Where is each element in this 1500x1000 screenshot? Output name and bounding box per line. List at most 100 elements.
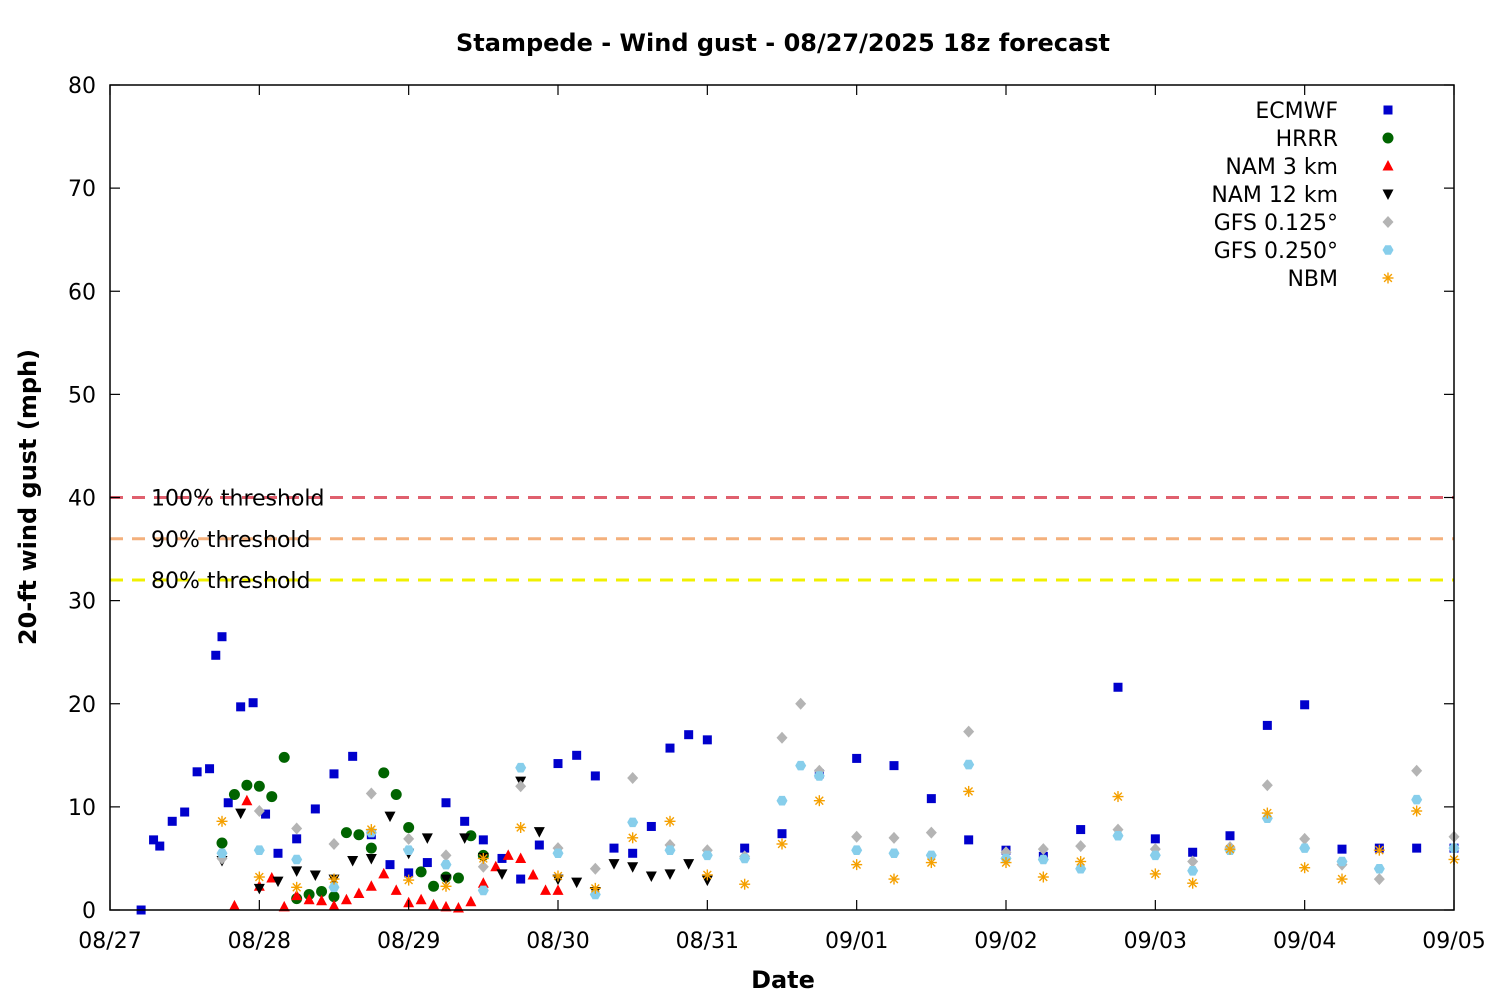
asterisk-stroke bbox=[1113, 792, 1123, 801]
data-point bbox=[1299, 832, 1311, 845]
data-point bbox=[310, 804, 320, 814]
data-point bbox=[477, 877, 489, 888]
asterisk-stroke bbox=[254, 872, 264, 882]
series-nam-12-km bbox=[216, 776, 713, 898]
data-point bbox=[645, 871, 657, 882]
series-nbm bbox=[216, 785, 1460, 894]
data-point bbox=[316, 894, 328, 906]
data-point bbox=[365, 842, 377, 854]
data-point bbox=[440, 859, 452, 870]
data-point bbox=[1187, 855, 1199, 868]
y-tick-label: 40 bbox=[68, 487, 96, 512]
y-tick-label: 10 bbox=[68, 796, 96, 821]
data-point bbox=[851, 859, 863, 871]
data-point bbox=[813, 771, 825, 781]
asterisk-stroke bbox=[553, 871, 563, 881]
data-point bbox=[235, 808, 247, 820]
data-point bbox=[1373, 864, 1385, 874]
x-tick-label: 09/01 bbox=[825, 929, 888, 954]
data-point bbox=[353, 887, 365, 898]
data-point bbox=[627, 862, 639, 873]
series-ecmwf bbox=[136, 632, 1459, 915]
legend-label: ECMWF bbox=[1255, 99, 1338, 124]
x-tick-label: 08/31 bbox=[676, 929, 739, 954]
asterisk-stroke bbox=[926, 858, 936, 867]
data-point bbox=[926, 794, 936, 804]
data-point bbox=[627, 772, 639, 784]
data-point bbox=[415, 866, 427, 878]
data-point bbox=[261, 809, 271, 819]
data-point bbox=[683, 859, 695, 870]
data-point bbox=[515, 852, 527, 863]
asterisk-stroke bbox=[665, 816, 675, 826]
data-point bbox=[1076, 825, 1086, 835]
data-point bbox=[328, 838, 340, 850]
asterisk-stroke bbox=[1412, 806, 1422, 816]
data-point bbox=[278, 900, 290, 912]
legend-marker bbox=[1382, 245, 1394, 255]
series-nam-3-km bbox=[228, 794, 564, 913]
data-point bbox=[552, 884, 564, 895]
data-point bbox=[1149, 868, 1161, 880]
asterisk-stroke bbox=[1038, 872, 1048, 882]
asterisk-stroke bbox=[702, 870, 712, 880]
y-tick-label: 20 bbox=[68, 693, 96, 718]
data-point bbox=[205, 764, 215, 774]
data-point bbox=[273, 848, 283, 858]
data-point bbox=[328, 891, 340, 903]
threshold-label: 100% threshold bbox=[151, 487, 325, 512]
data-point bbox=[888, 873, 900, 885]
y-axis-label: 20-ft wind gust (mph) bbox=[14, 349, 42, 645]
data-point bbox=[415, 893, 427, 905]
legend: ECMWF HRRR NAM 3 km NAM 12 km GFS 0.125° GFS … bbox=[1211, 99, 1394, 292]
data-point bbox=[217, 632, 227, 642]
data-point bbox=[291, 822, 303, 835]
data-point bbox=[627, 832, 639, 844]
data-point bbox=[477, 860, 489, 873]
data-point bbox=[1299, 843, 1311, 853]
y-tick-label: 30 bbox=[68, 590, 96, 615]
data-point bbox=[684, 730, 694, 740]
data-point bbox=[572, 750, 582, 760]
asterisk-stroke bbox=[366, 825, 376, 834]
data-point bbox=[478, 835, 488, 845]
series-hrrr bbox=[216, 751, 489, 905]
asterisk-stroke bbox=[478, 854, 488, 863]
legend-label: GFS 0.250° bbox=[1214, 239, 1338, 264]
data-point bbox=[740, 843, 750, 853]
data-point bbox=[1075, 840, 1087, 853]
data-point bbox=[888, 831, 900, 844]
data-point bbox=[502, 849, 514, 860]
data-point bbox=[888, 848, 900, 858]
data-point bbox=[776, 731, 788, 744]
data-point bbox=[385, 860, 395, 870]
data-point bbox=[1187, 866, 1199, 876]
x-tick-label: 09/04 bbox=[1273, 929, 1336, 954]
data-point bbox=[1336, 856, 1348, 867]
legend-marker bbox=[1382, 132, 1394, 144]
y-tick-label: 50 bbox=[68, 383, 96, 408]
data-point bbox=[309, 870, 321, 881]
legend-label: HRRR bbox=[1276, 127, 1338, 152]
data-point bbox=[1112, 791, 1124, 803]
chart-title: Stampede - Wind gust - 08/27/2025 18z fo… bbox=[456, 29, 1110, 57]
legend-marker bbox=[1382, 272, 1394, 284]
data-point bbox=[571, 877, 583, 889]
data-point bbox=[292, 834, 302, 844]
data-point bbox=[441, 798, 451, 808]
data-point bbox=[353, 829, 365, 841]
asterisk-stroke bbox=[217, 816, 227, 826]
data-point bbox=[1300, 700, 1310, 710]
data-point bbox=[608, 859, 620, 870]
data-point bbox=[440, 900, 452, 912]
data-point bbox=[421, 833, 433, 844]
data-point bbox=[1261, 779, 1273, 792]
data-point bbox=[228, 899, 240, 911]
data-point bbox=[1337, 844, 1347, 854]
data-point bbox=[365, 853, 377, 865]
data-point bbox=[328, 899, 340, 911]
legend-label: NAM 12 km bbox=[1211, 183, 1338, 208]
data-point bbox=[278, 751, 290, 763]
data-point bbox=[646, 821, 656, 831]
data-point bbox=[852, 753, 862, 763]
